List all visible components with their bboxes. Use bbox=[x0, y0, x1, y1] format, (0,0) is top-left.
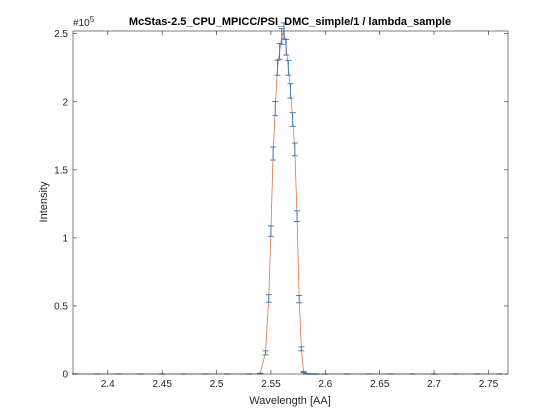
plot-area-background bbox=[73, 31, 508, 374]
y-exponent-base: #10 bbox=[73, 18, 90, 29]
y-tick-label: 2.5 bbox=[54, 29, 68, 40]
x-axis-label: Wavelength [AA] bbox=[249, 395, 331, 407]
y-axis-label: Intensity bbox=[38, 181, 50, 222]
y-tick-label: 0 bbox=[62, 370, 68, 381]
x-tick-label: 2.7 bbox=[427, 379, 441, 390]
y-exponent-label: #105 bbox=[73, 15, 95, 29]
chart-title: McStas-2.5_CPU_MPICC/PSI_DMC_simple/1 / … bbox=[129, 16, 451, 28]
y-tick-label: 1 bbox=[62, 233, 68, 244]
x-tick-label: 2.6 bbox=[318, 379, 332, 390]
x-tick-label: 2.5 bbox=[210, 379, 224, 390]
y-exponent-power: 5 bbox=[90, 15, 95, 24]
y-tick-label: 1.5 bbox=[54, 165, 68, 176]
y-tick-label: 2 bbox=[62, 97, 68, 108]
x-tick-label: 2.4 bbox=[101, 379, 115, 390]
x-tick-label: 2.75 bbox=[479, 379, 499, 390]
y-tick-label: 0.5 bbox=[54, 301, 68, 312]
x-tick-label: 2.55 bbox=[261, 379, 281, 390]
x-tick-label: 2.65 bbox=[370, 379, 390, 390]
x-tick-label: 2.45 bbox=[152, 379, 172, 390]
